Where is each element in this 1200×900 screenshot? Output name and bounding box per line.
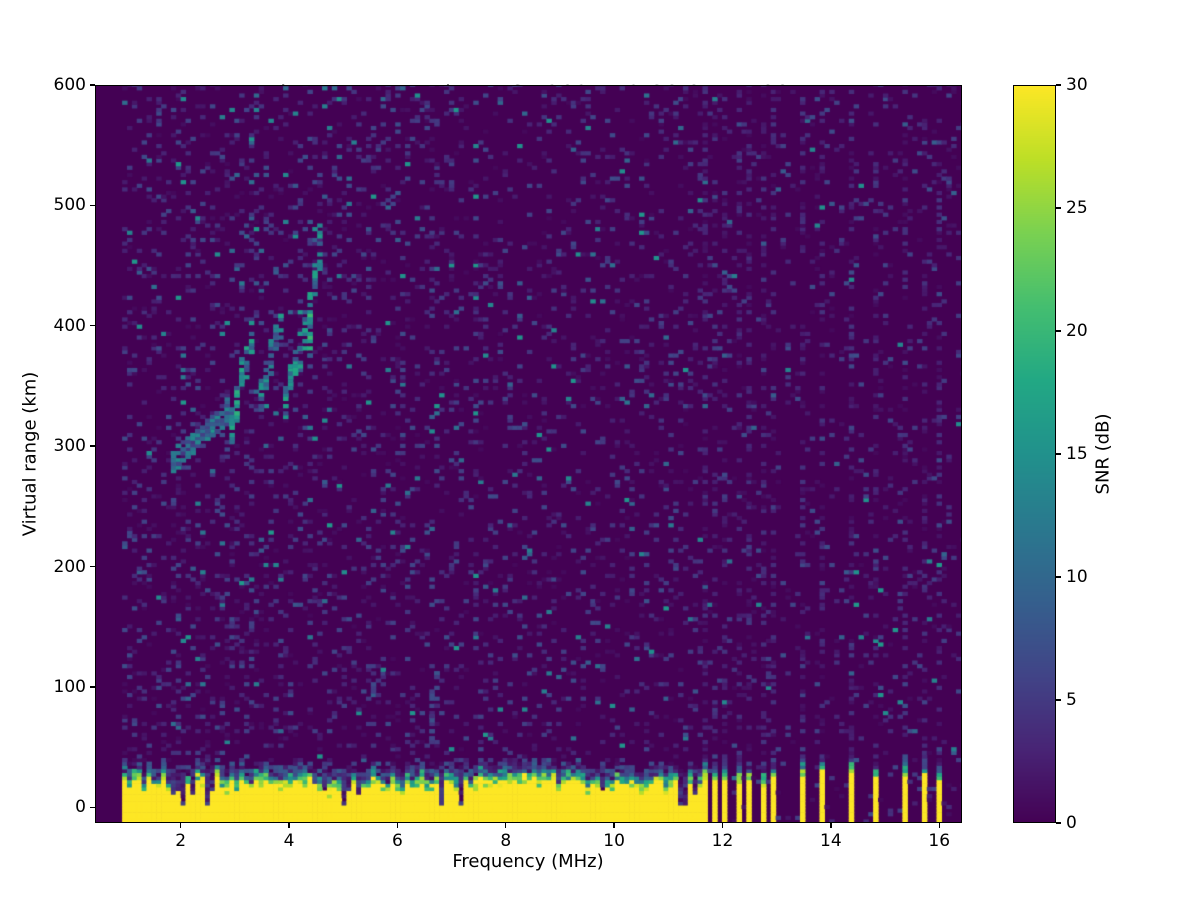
y-tick-mark — [90, 565, 95, 568]
x-tick-mark — [721, 823, 724, 828]
x-tick-mark — [830, 823, 832, 828]
colorbar-tick-mark — [1056, 207, 1061, 209]
y-tick-mark — [90, 325, 95, 327]
x-tick-label: 10 — [603, 831, 625, 851]
colorbar-tick-mark — [1056, 453, 1061, 455]
y-tick-mark — [90, 204, 95, 207]
colorbar-canvas — [1013, 85, 1056, 823]
x-tick-mark — [396, 823, 399, 828]
y-tick-label: 100 — [53, 676, 86, 697]
colorbar-tick-label: 15 — [1066, 444, 1088, 464]
colorbar-tick-mark — [1056, 330, 1061, 332]
ionogram-canvas — [95, 85, 962, 823]
x-axis-label: Frequency (MHz) — [452, 851, 604, 872]
y-tick-mark — [90, 806, 95, 809]
colorbar-tick-label: 10 — [1066, 567, 1088, 587]
y-tick-mark — [90, 445, 95, 447]
x-tick-label: 8 — [500, 831, 512, 851]
x-tick-mark — [938, 823, 940, 828]
x-tick-mark — [179, 823, 182, 828]
y-tick-label: 600 — [53, 75, 86, 95]
colorbar-label: SNR (dB) — [1092, 413, 1114, 495]
x-tick-label: 6 — [391, 831, 403, 851]
y-tick-mark — [90, 84, 95, 86]
x-tick-label: 14 — [820, 831, 842, 851]
colorbar-tick-mark — [1056, 822, 1061, 824]
colorbar-tick-mark — [1056, 699, 1061, 701]
y-tick-label: 200 — [53, 556, 86, 577]
colorbar-tick-label: 20 — [1066, 321, 1088, 341]
colorbar-tick-label: 25 — [1066, 198, 1088, 218]
colorbar-tick-mark — [1056, 576, 1061, 578]
colorbar-tick-label: 30 — [1066, 75, 1088, 95]
y-tick-label: 400 — [53, 315, 86, 336]
x-tick-label: 2 — [175, 831, 187, 851]
colorbar-tick-mark — [1056, 84, 1061, 86]
y-tick-mark — [90, 686, 95, 688]
x-tick-mark — [505, 823, 507, 828]
x-tick-label: 16 — [928, 831, 951, 851]
x-tick-label: 12 — [711, 831, 734, 851]
colorbar-tick-label: 5 — [1066, 690, 1077, 710]
x-tick-mark — [613, 823, 615, 828]
y-tick-label: 0 — [75, 797, 86, 818]
y-tick-label: 300 — [53, 436, 86, 457]
y-tick-label: 500 — [53, 195, 86, 216]
x-tick-label: 4 — [283, 831, 295, 851]
x-tick-mark — [288, 823, 290, 828]
colorbar-tick-label: 0 — [1066, 813, 1077, 833]
